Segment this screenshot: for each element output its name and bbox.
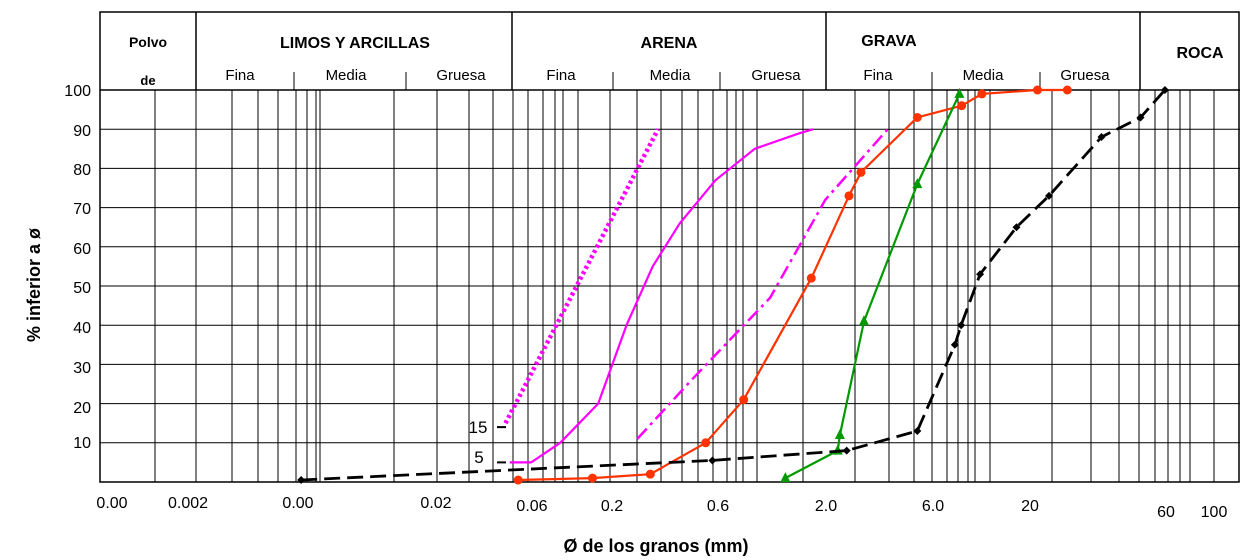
chart-series [297, 85, 1169, 485]
data-point [513, 475, 523, 485]
data-point [1062, 85, 1072, 95]
data-point [957, 321, 966, 330]
x-tick-label-8: 6.0 [922, 498, 944, 515]
series-line-4 [784, 93, 961, 480]
y-tick-label-100: 100 [64, 83, 91, 100]
sub-label-grava-media: Media [963, 67, 1005, 84]
y-axis-label: % inferior a ø [24, 228, 44, 342]
y-tick-label-60: 60 [73, 241, 91, 258]
data-point [645, 469, 655, 479]
series-line-5 [301, 89, 1166, 482]
y-tick-label-20: 20 [73, 400, 91, 417]
data-point [834, 428, 845, 439]
data-point [1160, 86, 1169, 94]
sub-label-limos-media: Media [326, 67, 368, 84]
header-arena: ARENA [641, 35, 698, 52]
header-roca: ROCA [1176, 45, 1224, 62]
data-point [739, 395, 749, 405]
data-point [976, 270, 985, 279]
data-point [856, 167, 866, 177]
data-point [806, 273, 816, 283]
sub-label-arena-gruesa: Gruesa [751, 67, 801, 84]
data-point [912, 178, 923, 189]
y-tick-label-90: 90 [73, 123, 91, 140]
data-point [954, 87, 965, 98]
data-point [977, 89, 987, 99]
data-point [950, 340, 959, 349]
x-tick-label-3: 0.02 [420, 495, 451, 512]
data-point [842, 446, 851, 455]
data-point [780, 472, 791, 483]
annotation-5: 5 [474, 448, 483, 467]
data-point [858, 315, 869, 326]
y-tick-label-10: 10 [73, 435, 91, 452]
x-tick-label-7: 2.0 [815, 498, 837, 515]
sub-label-limos-fina: Fina [225, 67, 255, 84]
sub-label-arena-fina: Fina [546, 67, 576, 84]
data-point [701, 438, 711, 448]
data-point [1097, 133, 1106, 142]
x-axis-label: Ø de los granos (mm) [563, 536, 748, 556]
data-point [1044, 191, 1053, 200]
data-point [844, 191, 854, 201]
sub-label-grava-gruesa: Gruesa [1060, 67, 1110, 84]
series-line-0 [503, 128, 660, 425]
annotation-15: 15 [469, 418, 488, 437]
header-limos: LIMOS Y ARCILLAS [280, 35, 430, 52]
x-tick-label-4: 0.06 [516, 498, 547, 515]
x-tick-label-9: 20 [1021, 498, 1039, 515]
data-point [1032, 85, 1042, 95]
x-tick-label-11: 100 [1201, 504, 1228, 521]
x-tick-label-10: 60 [1157, 504, 1175, 521]
data-point [913, 427, 922, 436]
sub-label-arena-media: Media [650, 67, 692, 84]
data-point [297, 476, 306, 485]
header-polvo: Polvo [129, 34, 167, 50]
chart-grid [99, 11, 1240, 483]
y-tick-label-40: 40 [73, 320, 91, 337]
header-polvo-sub: de [140, 73, 155, 88]
x-tick-label-6: 0.6 [707, 498, 729, 515]
y-tick-label-30: 30 [73, 360, 91, 377]
data-point [1136, 113, 1145, 122]
data-point [1012, 223, 1021, 232]
series-line-2 [636, 128, 889, 440]
series-line-3 [518, 88, 1068, 482]
x-tick-label-5: 0.2 [601, 498, 623, 515]
data-point [957, 101, 967, 111]
data-point [587, 473, 597, 483]
y-tick-label-70: 70 [73, 201, 91, 218]
data-point [912, 112, 922, 122]
x-tick-label-0: 0.00 [96, 495, 127, 512]
x-tick-label-1: 0.002 [168, 495, 208, 512]
x-tick-label-2: 0.00 [282, 495, 313, 512]
series-line-1 [509, 128, 814, 464]
y-tick-label-50: 50 [73, 280, 91, 297]
header-grava: GRAVA [861, 33, 917, 50]
sub-label-grava-fina: Fina [863, 67, 893, 84]
chart-text: Polvo de LIMOS Y ARCILLAS ARENA GRAVA RO… [24, 33, 1227, 556]
y-tick-label-80: 80 [73, 162, 91, 179]
sub-label-limos-gruesa: Gruesa [436, 67, 486, 84]
data-point [708, 456, 717, 465]
